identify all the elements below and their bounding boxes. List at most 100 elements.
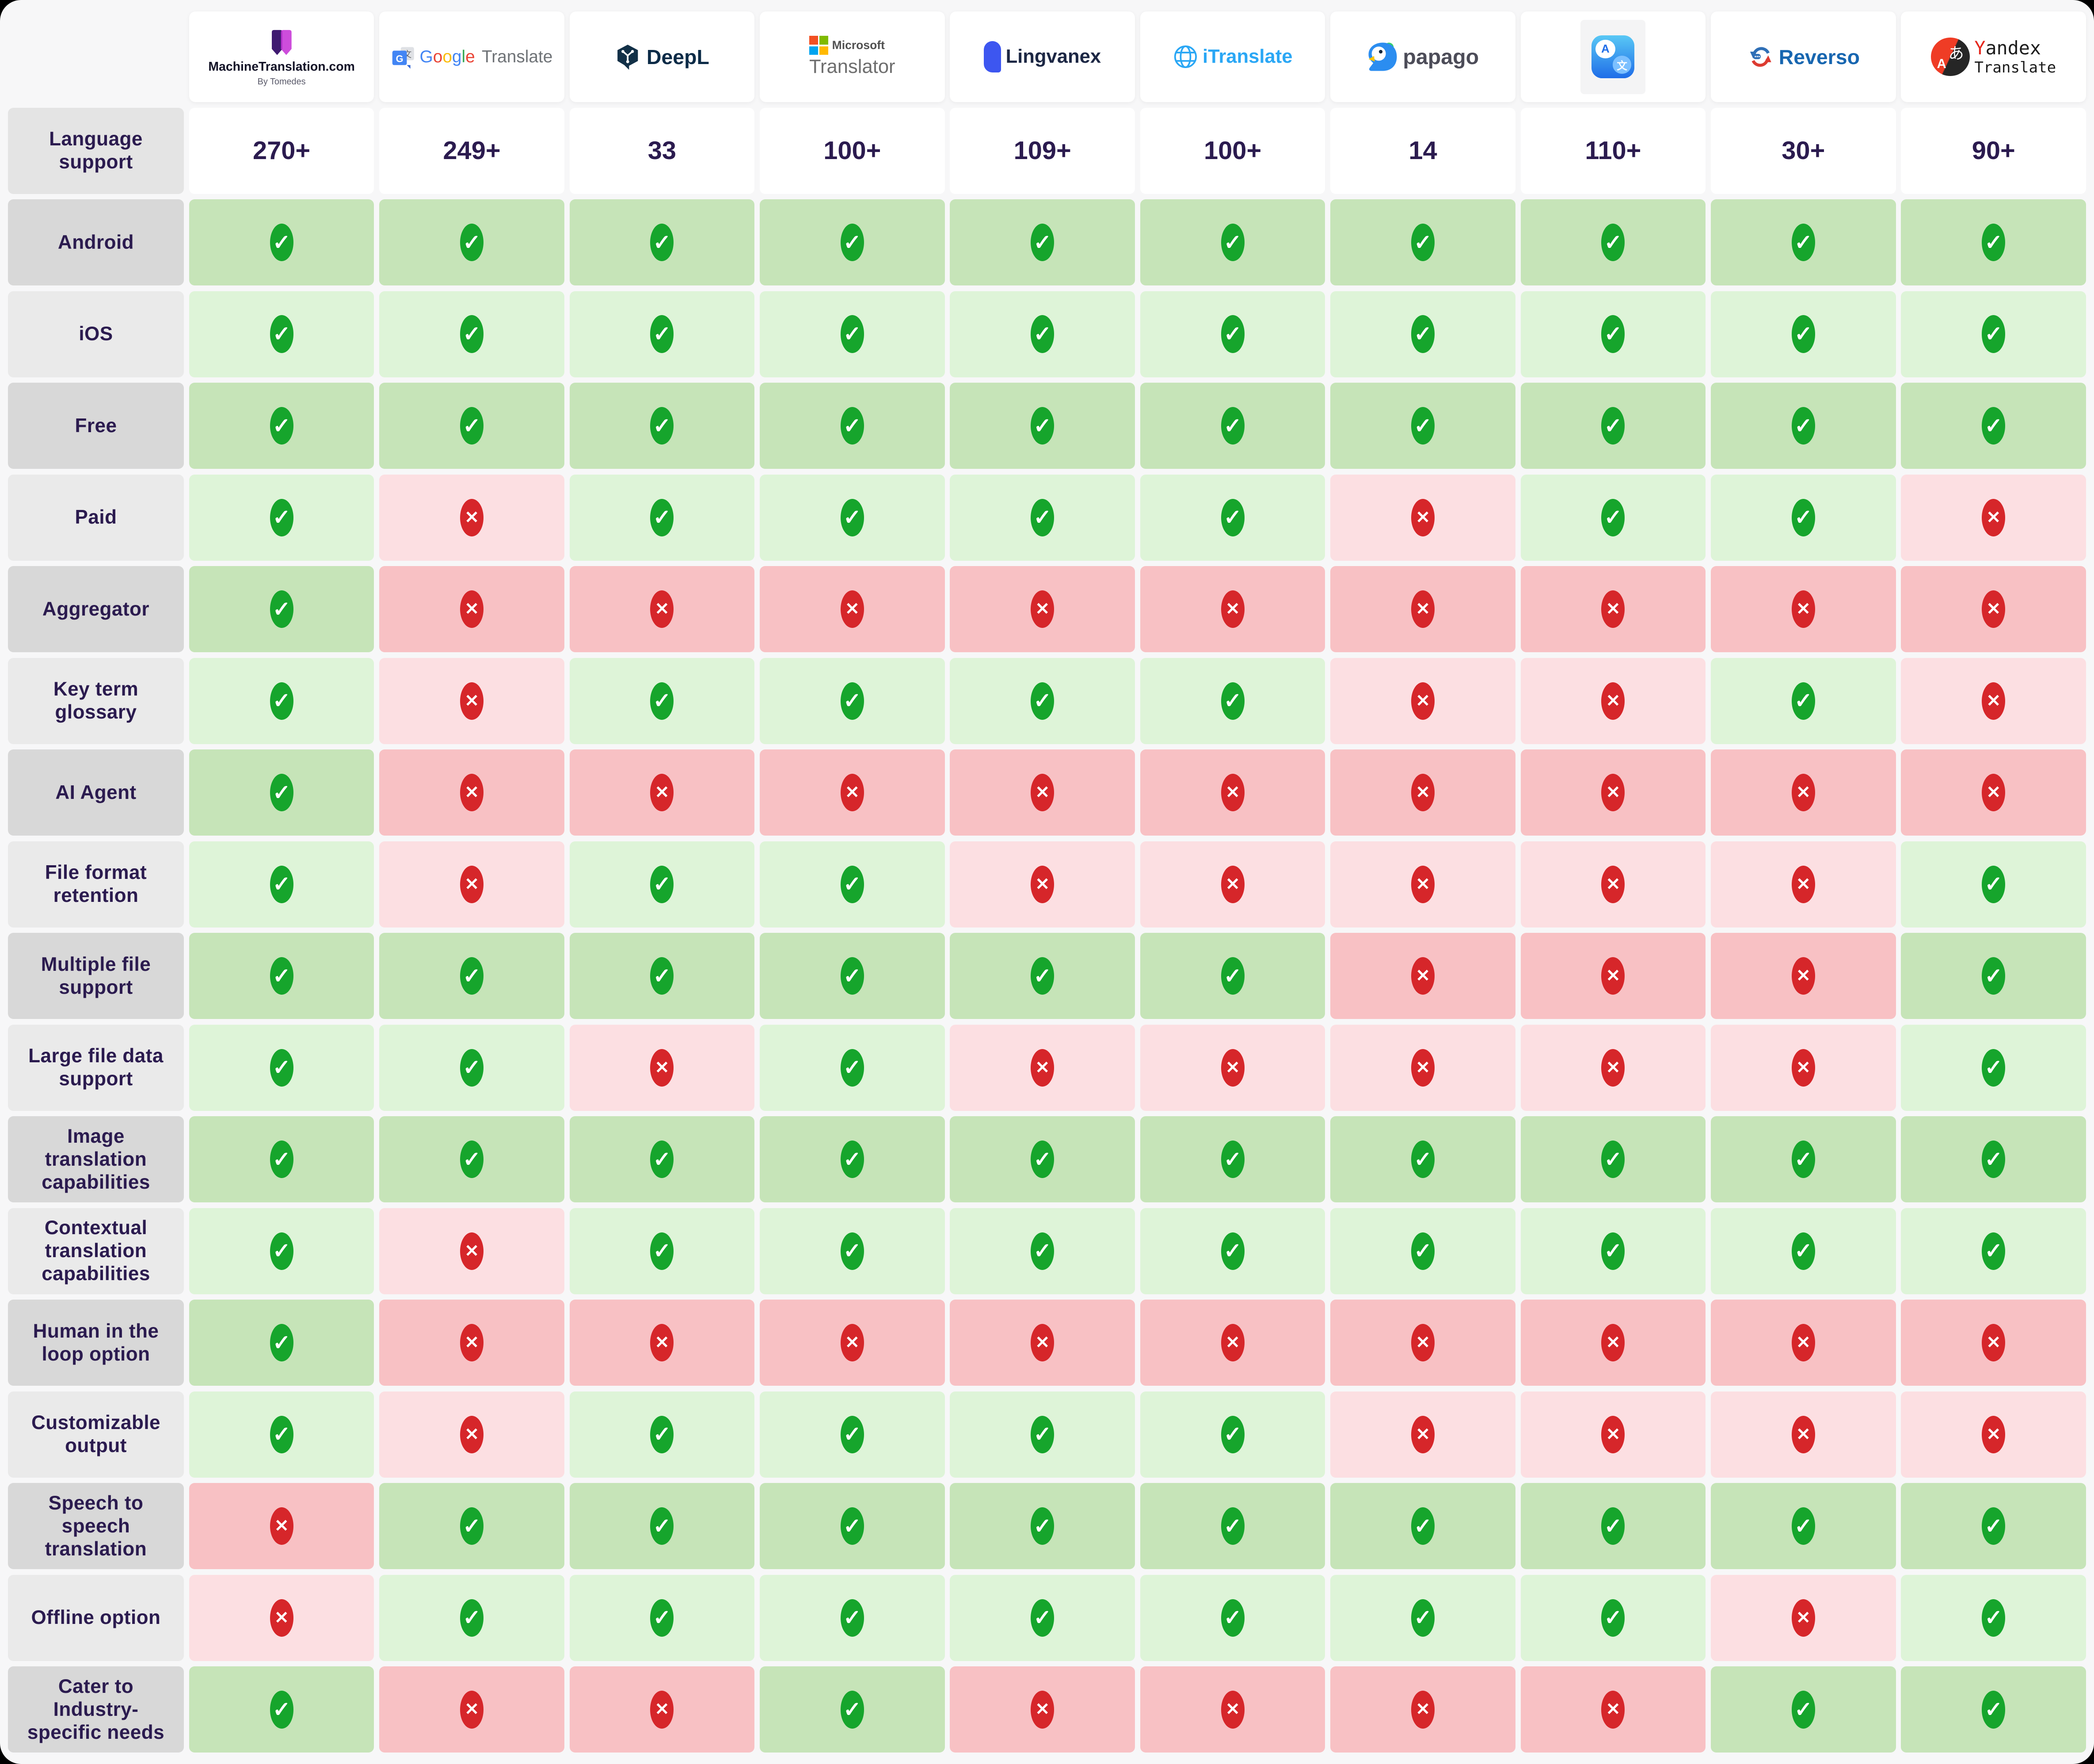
status-cell-not-supported: ✕ (1330, 474, 1515, 561)
check-icon: ✓ (270, 1415, 293, 1453)
check-icon: ✓ (460, 1599, 484, 1637)
check-icon: ✓ (460, 1507, 484, 1545)
status-cell-not-supported: ✕ (1520, 566, 1706, 653)
google-wordmark: Google (419, 47, 475, 66)
status-cell-supported: ✓ (1901, 1116, 2086, 1203)
check-icon: ✓ (270, 1141, 293, 1179)
status-cell-supported: ✓ (760, 291, 945, 377)
status-cell-supported: ✓ (1901, 1208, 2086, 1294)
status-cell-supported: ✓ (379, 383, 564, 469)
cross-icon: ✕ (1601, 1324, 1625, 1362)
row-label-speech-to-speech-translation: Speech to speech translation (8, 1483, 184, 1570)
status-cell-not-supported: ✕ (189, 1574, 374, 1661)
table-corner-empty (8, 11, 184, 102)
cross-icon: ✕ (1031, 865, 1055, 903)
status-cell-not-supported: ✕ (1901, 566, 2086, 653)
status-cell-not-supported: ✕ (760, 566, 945, 653)
cross-icon: ✕ (650, 774, 674, 812)
status-cell-supported: ✓ (1330, 1574, 1515, 1661)
status-cell-not-supported: ✕ (1711, 933, 1896, 1019)
machinetranslation-wordmark: MachineTranslation.com (208, 59, 355, 74)
cross-icon: ✕ (1791, 590, 1815, 628)
status-cell-supported: ✓ (189, 1208, 374, 1294)
status-cell-supported: ✓ (760, 658, 945, 744)
status-cell-supported: ✓ (1711, 1666, 1896, 1753)
language-count: 30+ (1711, 107, 1896, 194)
status-cell-supported: ✓ (760, 1116, 945, 1203)
check-icon: ✓ (650, 1507, 674, 1545)
cross-icon: ✕ (1031, 590, 1055, 628)
cross-icon: ✕ (1411, 498, 1435, 536)
cross-icon: ✕ (1791, 1324, 1815, 1362)
status-cell-not-supported: ✕ (379, 841, 564, 928)
microsoft-wordmark: Microsoft (832, 38, 885, 52)
cross-icon: ✕ (1411, 957, 1435, 995)
check-icon: ✓ (1982, 407, 2006, 445)
status-cell-not-supported: ✕ (1901, 1300, 2086, 1386)
status-cell-supported: ✓ (1140, 1391, 1325, 1478)
translate-bubble-zh: 文 (1612, 56, 1632, 74)
machinetranslation-byline: By Tomedes (257, 76, 306, 87)
check-icon: ✓ (650, 223, 674, 262)
status-cell-not-supported: ✕ (1711, 1574, 1896, 1661)
check-icon: ✓ (1031, 407, 1055, 445)
cross-icon: ✕ (1031, 1049, 1055, 1087)
check-icon: ✓ (1791, 315, 1815, 353)
status-cell-supported: ✓ (760, 841, 945, 928)
check-icon: ✓ (1411, 1599, 1435, 1637)
status-cell-supported: ✓ (1520, 383, 1706, 469)
itranslate-globe-icon (1173, 44, 1198, 69)
cross-icon: ✕ (650, 1691, 674, 1729)
svg-text:G: G (396, 53, 403, 65)
status-cell-supported: ✓ (379, 1024, 564, 1111)
status-cell-supported: ✓ (950, 291, 1135, 377)
language-count: 270+ (189, 107, 374, 194)
status-cell-not-supported: ✕ (1520, 749, 1706, 836)
status-cell-not-supported: ✕ (379, 749, 564, 836)
status-cell-supported: ✓ (379, 1116, 564, 1203)
cross-icon: ✕ (1982, 1324, 2006, 1362)
cross-icon: ✕ (1601, 1691, 1625, 1729)
status-cell-not-supported: ✕ (1330, 933, 1515, 1019)
status-cell-not-supported: ✕ (1330, 1666, 1515, 1753)
status-cell-not-supported: ✕ (1901, 1391, 2086, 1478)
check-icon: ✓ (1982, 1599, 2006, 1637)
status-cell-not-supported: ✕ (1520, 1024, 1706, 1111)
check-icon: ✓ (1601, 1599, 1625, 1637)
status-cell-supported: ✓ (1330, 1116, 1515, 1203)
row-label-file-format-retention: File format retention (8, 841, 184, 928)
status-cell-supported: ✓ (1901, 199, 2086, 286)
status-cell-not-supported: ✕ (1330, 1391, 1515, 1478)
yandex-wordmark: Yandex Translate (1974, 37, 2056, 77)
check-icon: ✓ (840, 1691, 864, 1729)
row-label-offline-option: Offline option (8, 1574, 184, 1661)
status-cell-supported: ✓ (569, 199, 755, 286)
check-icon: ✓ (1982, 1691, 2006, 1729)
status-cell-supported: ✓ (1140, 1116, 1325, 1203)
status-cell-supported: ✓ (1520, 1116, 1706, 1203)
check-icon: ✓ (1982, 1049, 2006, 1087)
status-cell-not-supported: ✕ (569, 1024, 755, 1111)
status-cell-supported: ✓ (189, 1300, 374, 1386)
status-cell-supported: ✓ (1520, 1574, 1706, 1661)
cross-icon: ✕ (270, 1507, 293, 1545)
check-icon: ✓ (840, 498, 864, 536)
microsoft-translator-label: Translator (809, 56, 895, 77)
check-icon: ✓ (1601, 223, 1625, 262)
cross-icon: ✕ (1601, 1415, 1625, 1453)
check-icon: ✓ (840, 1599, 864, 1637)
status-cell-supported: ✓ (379, 933, 564, 1019)
status-cell-not-supported: ✕ (1711, 1024, 1896, 1111)
status-cell-supported: ✓ (1711, 383, 1896, 469)
cross-icon: ✕ (650, 1324, 674, 1362)
status-cell-not-supported: ✕ (569, 1300, 755, 1386)
status-cell-supported: ✓ (569, 474, 755, 561)
status-cell-supported: ✓ (950, 658, 1135, 744)
language-count: 90+ (1901, 107, 2086, 194)
status-cell-not-supported: ✕ (1901, 658, 2086, 744)
check-icon: ✓ (1982, 1232, 2006, 1270)
status-cell-supported: ✓ (569, 383, 755, 469)
check-icon: ✓ (460, 957, 484, 995)
status-cell-not-supported: ✕ (1520, 1666, 1706, 1753)
google-translate-icon: 文 G (391, 45, 415, 69)
